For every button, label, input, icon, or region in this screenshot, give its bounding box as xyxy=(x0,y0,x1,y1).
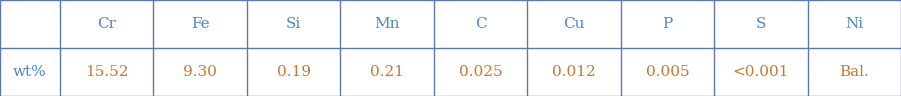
Text: 0.025: 0.025 xyxy=(459,65,503,79)
Text: Ni: Ni xyxy=(845,17,863,31)
Text: Bal.: Bal. xyxy=(840,65,869,79)
Text: C: C xyxy=(475,17,487,31)
Text: 0.012: 0.012 xyxy=(552,65,596,79)
Text: P: P xyxy=(662,17,672,31)
Text: Cu: Cu xyxy=(563,17,585,31)
Text: Cr: Cr xyxy=(97,17,116,31)
Text: Si: Si xyxy=(286,17,301,31)
Text: Mn: Mn xyxy=(374,17,400,31)
Text: wt%: wt% xyxy=(14,65,47,79)
Text: 0.005: 0.005 xyxy=(646,65,689,79)
Text: Fe: Fe xyxy=(191,17,209,31)
Text: S: S xyxy=(756,17,766,31)
Text: 9.30: 9.30 xyxy=(183,65,217,79)
Text: 0.21: 0.21 xyxy=(370,65,404,79)
Text: 0.19: 0.19 xyxy=(277,65,311,79)
Text: <0.001: <0.001 xyxy=(733,65,789,79)
Text: 15.52: 15.52 xyxy=(85,65,129,79)
